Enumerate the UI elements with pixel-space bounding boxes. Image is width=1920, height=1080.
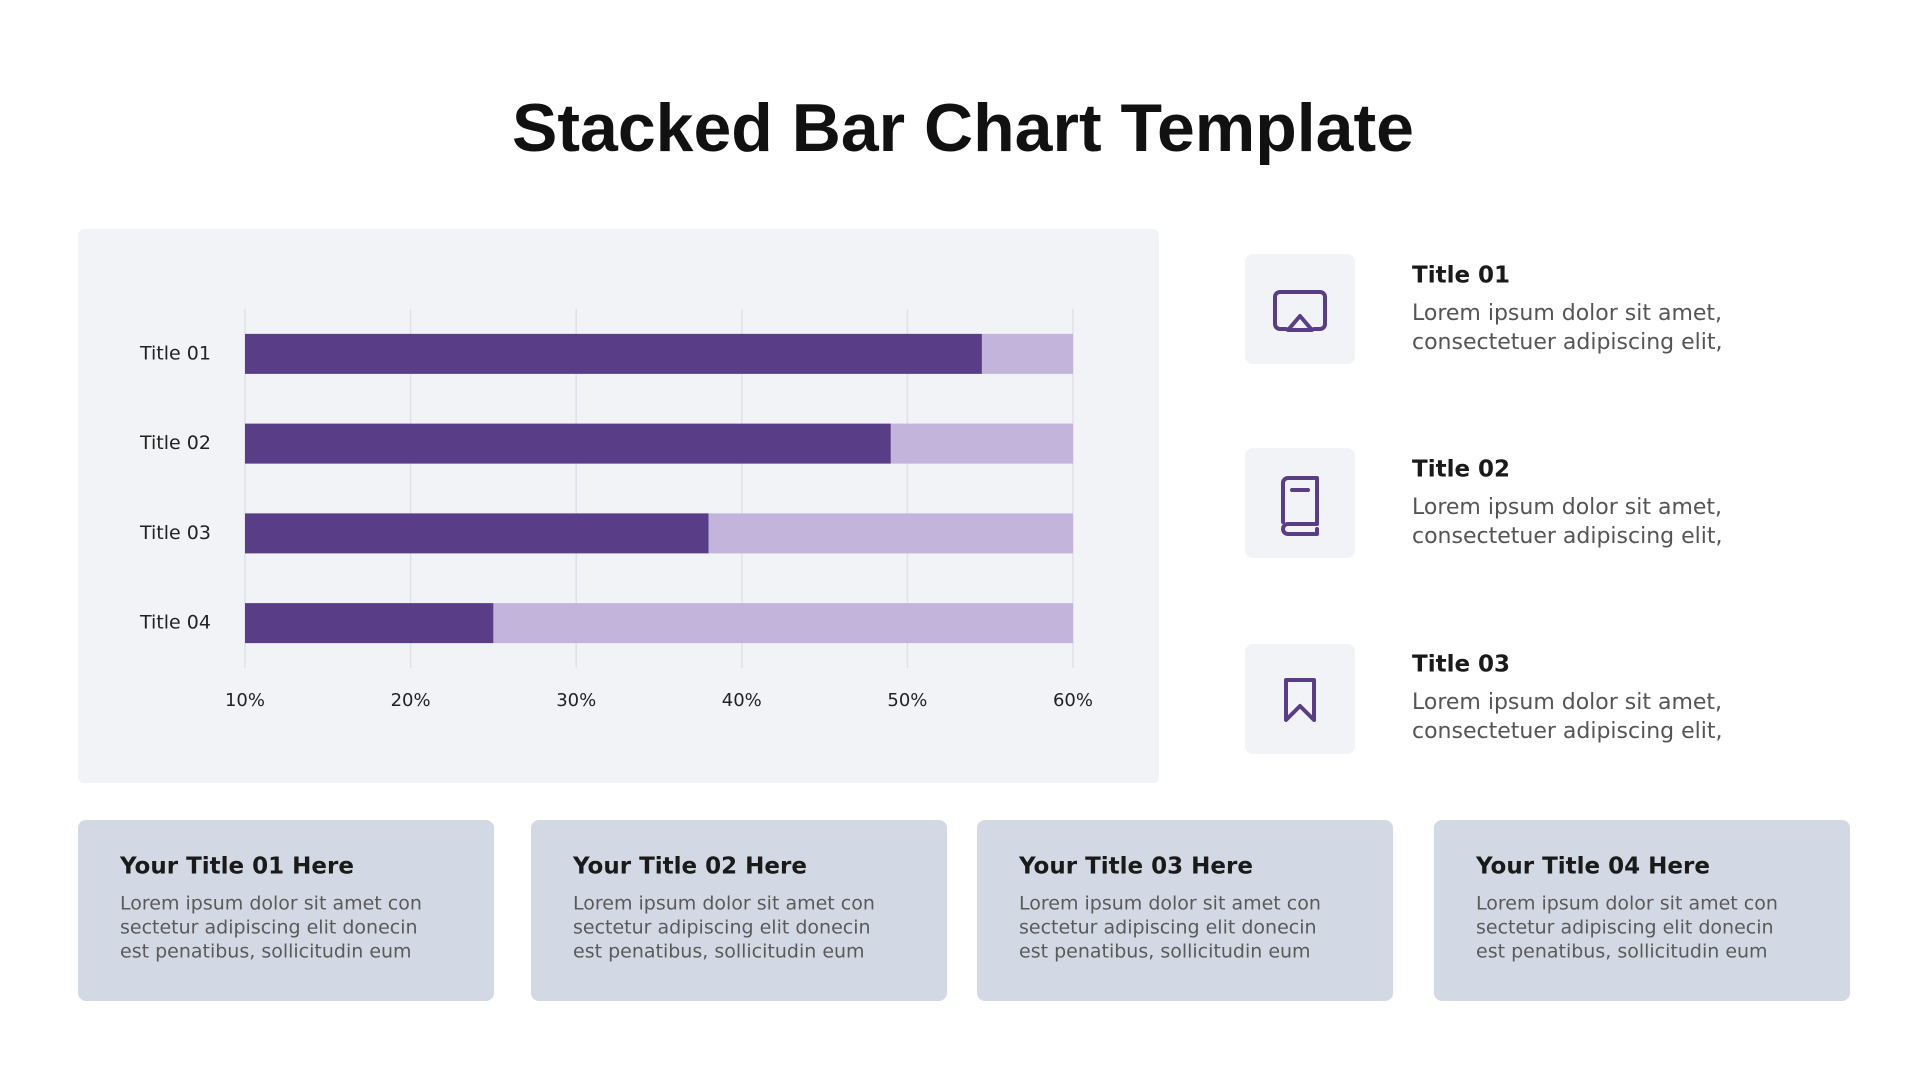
item-text: consectetuer adipiscing elit, <box>1412 524 1722 549</box>
card-text: est penatibus, sollicitudin eum <box>120 941 412 963</box>
bar-segment <box>493 603 1073 644</box>
icon-box <box>1245 254 1355 364</box>
icon-box <box>1245 644 1355 754</box>
card-title: Your Title 03 Here <box>1018 854 1253 880</box>
card-title: Your Title 04 Here <box>1475 854 1710 880</box>
item-text: Lorem ipsum dolor sit amet, <box>1412 301 1722 326</box>
bar-segment <box>245 513 709 554</box>
chart: 10% 20% 30% 40% 50% 60% Title 01 Title 02 Title … <box>139 309 1093 711</box>
bar-segment <box>245 603 494 644</box>
category-label: Title 01 <box>139 342 211 364</box>
book-icon <box>1281 476 1319 536</box>
category-label: Title 02 <box>139 432 211 454</box>
bar-segment <box>708 513 1073 554</box>
bar-segment <box>245 333 982 374</box>
item-text: consectetuer adipiscing elit, <box>1412 330 1722 355</box>
card-text: Lorem ipsum dolor sit amet con <box>573 893 875 915</box>
card-text: sectetur adipiscing elit donecin <box>120 917 418 939</box>
card <box>977 820 1393 1001</box>
card-title: Your Title 01 Here <box>119 854 354 880</box>
icon-box <box>1245 448 1355 558</box>
card <box>78 820 494 1001</box>
card-text: Lorem ipsum dolor sit amet con <box>1476 893 1778 915</box>
x-tick-label: 60% <box>1053 690 1093 711</box>
card-text: est penatibus, sollicitudin eum <box>573 941 865 963</box>
item-title: Title 02 <box>1412 457 1510 483</box>
item-text: Lorem ipsum dolor sit amet, <box>1412 495 1722 520</box>
card <box>531 820 947 1001</box>
x-tick-label: 50% <box>887 690 927 711</box>
card-row: Your Title 01 Here Lorem ipsum dolor sit … <box>78 820 1850 1001</box>
category-label: Title 03 <box>139 522 211 544</box>
card-text: est penatibus, sollicitudin eum <box>1019 941 1311 963</box>
side-list: Title 01 Lorem ipsum dolor sit amet, conse… <box>1412 263 1722 745</box>
card <box>1434 820 1850 1001</box>
card-text: Lorem ipsum dolor sit amet con <box>1019 893 1321 915</box>
bar-segment <box>981 333 1073 374</box>
card-text: est penatibus, sollicitudin eum <box>1476 941 1768 963</box>
category-label: Title 04 <box>139 612 211 634</box>
bookmark-icon <box>1284 678 1316 722</box>
slide-title: Stacked Bar Chart Template <box>512 90 1414 166</box>
item-text: consectetuer adipiscing elit, <box>1412 719 1722 744</box>
x-tick-label: 10% <box>225 690 265 711</box>
card-title: Your Title 02 Here <box>572 854 807 880</box>
airplay-icon <box>1273 290 1327 332</box>
card-text: sectetur adipiscing elit donecin <box>1019 917 1317 939</box>
bar-segment <box>245 423 891 464</box>
x-tick-label: 20% <box>391 690 431 711</box>
bar-segment <box>890 423 1073 464</box>
card-text: sectetur adipiscing elit donecin <box>1476 917 1774 939</box>
card-text: sectetur adipiscing elit donecin <box>573 917 871 939</box>
x-tick-label: 40% <box>722 690 762 711</box>
item-text: Lorem ipsum dolor sit amet, <box>1412 690 1722 715</box>
x-tick-label: 30% <box>556 690 596 711</box>
item-title: Title 01 <box>1412 263 1510 289</box>
item-title: Title 03 <box>1412 652 1510 678</box>
card-text: Lorem ipsum dolor sit amet con <box>120 893 422 915</box>
